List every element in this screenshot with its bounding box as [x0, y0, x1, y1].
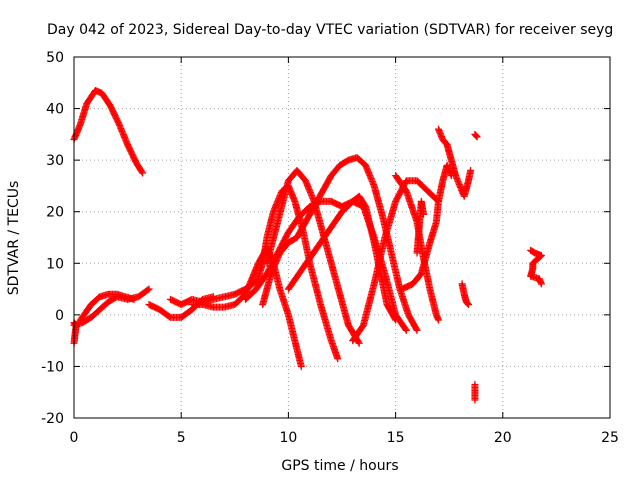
y-tick-label: 50: [46, 50, 64, 66]
y-tick-label: -20: [41, 411, 64, 427]
series-arc-6: [188, 244, 305, 370]
data-point: [473, 133, 481, 141]
y-tick-label: 30: [46, 153, 64, 169]
x-tick-label: 0: [70, 430, 79, 446]
data-point: [471, 396, 479, 404]
series-arc-12: [349, 177, 442, 345]
y-tick-label: -10: [41, 359, 64, 375]
data-point: [71, 319, 79, 327]
data-point: [209, 293, 217, 301]
data-point: [392, 316, 400, 324]
y-tick-label: 0: [55, 308, 64, 324]
data-point: [412, 325, 420, 333]
series-arc-10: [284, 192, 400, 324]
data-point: [472, 132, 480, 140]
axis-ticks: 0 5 10 15 20 25 -20 -10 0 10 20 30 40 50: [41, 50, 619, 446]
plot-frame: [73, 56, 611, 419]
series-arc-14: [398, 161, 455, 293]
series-arc-19: [471, 380, 479, 404]
data-point: [138, 168, 146, 176]
data-point: [391, 315, 399, 323]
grid: [74, 57, 610, 418]
y-axis-label: SDTVAR / TECUs: [6, 181, 22, 296]
data-points: [70, 87, 545, 404]
chart-title: Day 042 of 2023, Sidereal Day-to-day VTE…: [47, 22, 613, 38]
series-arc-11: [259, 154, 421, 334]
data-point: [401, 325, 409, 333]
x-tick-label: 15: [387, 430, 405, 446]
x-tick-label: 25: [601, 430, 619, 446]
series-arc-15: [434, 125, 475, 200]
x-tick-label: 20: [494, 430, 512, 446]
data-point: [130, 295, 138, 303]
x-tick-label: 5: [177, 430, 186, 446]
y-tick-label: 10: [46, 256, 64, 272]
data-point: [297, 362, 305, 370]
data-point: [354, 338, 362, 346]
data-point: [419, 210, 427, 218]
data-point: [145, 285, 153, 293]
data-point: [472, 131, 480, 139]
series-arc-1: [70, 87, 147, 177]
series-arc-16: [413, 197, 427, 257]
data-point: [434, 316, 442, 324]
x-tick-label: 10: [279, 430, 297, 446]
data-point: [413, 326, 421, 334]
x-axis-label: GPS time / hours: [281, 458, 398, 474]
series-arc-17: [458, 280, 472, 309]
data-point: [144, 286, 152, 294]
data-point: [402, 326, 410, 334]
y-tick-label: 20: [46, 205, 64, 221]
data-point: [355, 339, 363, 347]
series-arc-3: [76, 290, 138, 324]
series-arc-18: [471, 130, 481, 141]
data-point: [464, 301, 472, 309]
data-point: [464, 300, 472, 308]
y-tick-label: 40: [46, 102, 64, 118]
data-point: [467, 166, 475, 174]
data-point: [537, 280, 545, 288]
data-point: [334, 355, 342, 363]
data-point: [139, 169, 147, 177]
series-arc-20: [527, 246, 545, 288]
